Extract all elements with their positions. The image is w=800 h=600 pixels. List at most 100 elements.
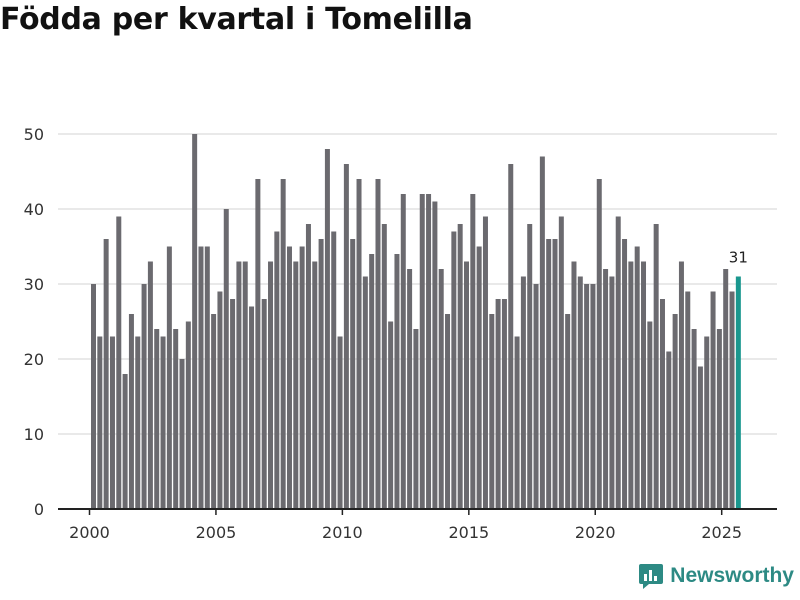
bar [539,156,545,509]
bar [413,329,419,509]
bar [691,329,697,509]
bar [653,224,659,509]
bar [261,299,267,509]
y-tick-label: 20 [24,350,44,369]
bar [520,276,526,509]
bar [305,224,311,509]
bar [716,329,722,509]
chart-title: Födda per kvartal i Tomelilla [0,2,473,37]
last-value-label: 31 [729,249,748,267]
bar [217,291,223,509]
bar [723,269,729,509]
bar [192,134,198,509]
bar [185,321,191,509]
bar [501,299,507,509]
y-tick-label: 50 [24,125,44,144]
bar [672,314,678,509]
bar [622,239,628,509]
bar [558,216,564,509]
bar [394,254,400,509]
bar [135,336,141,509]
bar [704,336,710,509]
bar [596,179,602,509]
bar [268,261,274,509]
bar [337,336,343,509]
bar [274,231,280,509]
bar [179,359,185,509]
bar [641,261,647,509]
x-tick-label: 2015 [448,523,489,542]
bar [350,239,356,509]
x-tick-label: 2025 [701,523,742,542]
bar [147,261,153,509]
bar [400,194,406,509]
bar [141,284,147,509]
bar [419,194,425,509]
bar [116,216,122,509]
bar [533,284,539,509]
x-tick-label: 2010 [322,523,363,542]
bar [154,329,160,509]
bar [280,179,286,509]
bar [451,231,457,509]
bar [438,269,444,509]
y-tick-label: 40 [24,200,44,219]
bar [236,261,242,509]
bar [489,314,495,509]
bar [647,321,653,509]
bar [463,261,469,509]
y-tick-label: 10 [24,425,44,444]
bar [445,314,451,509]
bar [286,246,292,509]
bar [381,224,387,509]
bar [729,291,735,509]
bar [609,276,615,509]
bar [230,299,236,509]
bar [482,216,488,509]
bar [552,239,558,509]
bar [356,179,362,509]
bar [204,246,210,509]
bar [242,261,248,509]
bar [211,314,217,509]
y-tick-label: 0 [34,500,44,519]
bar-latest [735,276,741,509]
bar [388,321,394,509]
bar [255,179,261,509]
bar [109,336,115,509]
bar [571,261,577,509]
x-tick-label: 2000 [69,523,110,542]
bar [249,306,255,509]
bar [514,336,520,509]
bar [103,239,109,509]
bar [577,276,583,509]
bar [198,246,204,509]
bar [166,246,172,509]
bar [343,164,349,509]
bar [527,224,533,509]
bar [697,366,703,509]
bar [508,164,514,509]
bar [565,314,571,509]
brand-logo: Newsworthy [638,562,794,590]
bar [91,284,96,509]
bar [659,299,665,509]
bar [584,284,590,509]
bar [603,269,609,509]
bar [375,179,381,509]
bar [546,239,552,509]
bar [628,261,634,509]
bar [97,336,103,509]
bar [476,246,482,509]
bar [160,336,166,509]
bars [91,134,741,509]
bar [634,246,640,509]
bar [293,261,299,509]
bar [128,314,134,509]
bar [426,194,432,509]
bar [666,351,672,509]
bar [223,209,229,509]
bar [407,269,413,509]
bar [331,231,337,509]
